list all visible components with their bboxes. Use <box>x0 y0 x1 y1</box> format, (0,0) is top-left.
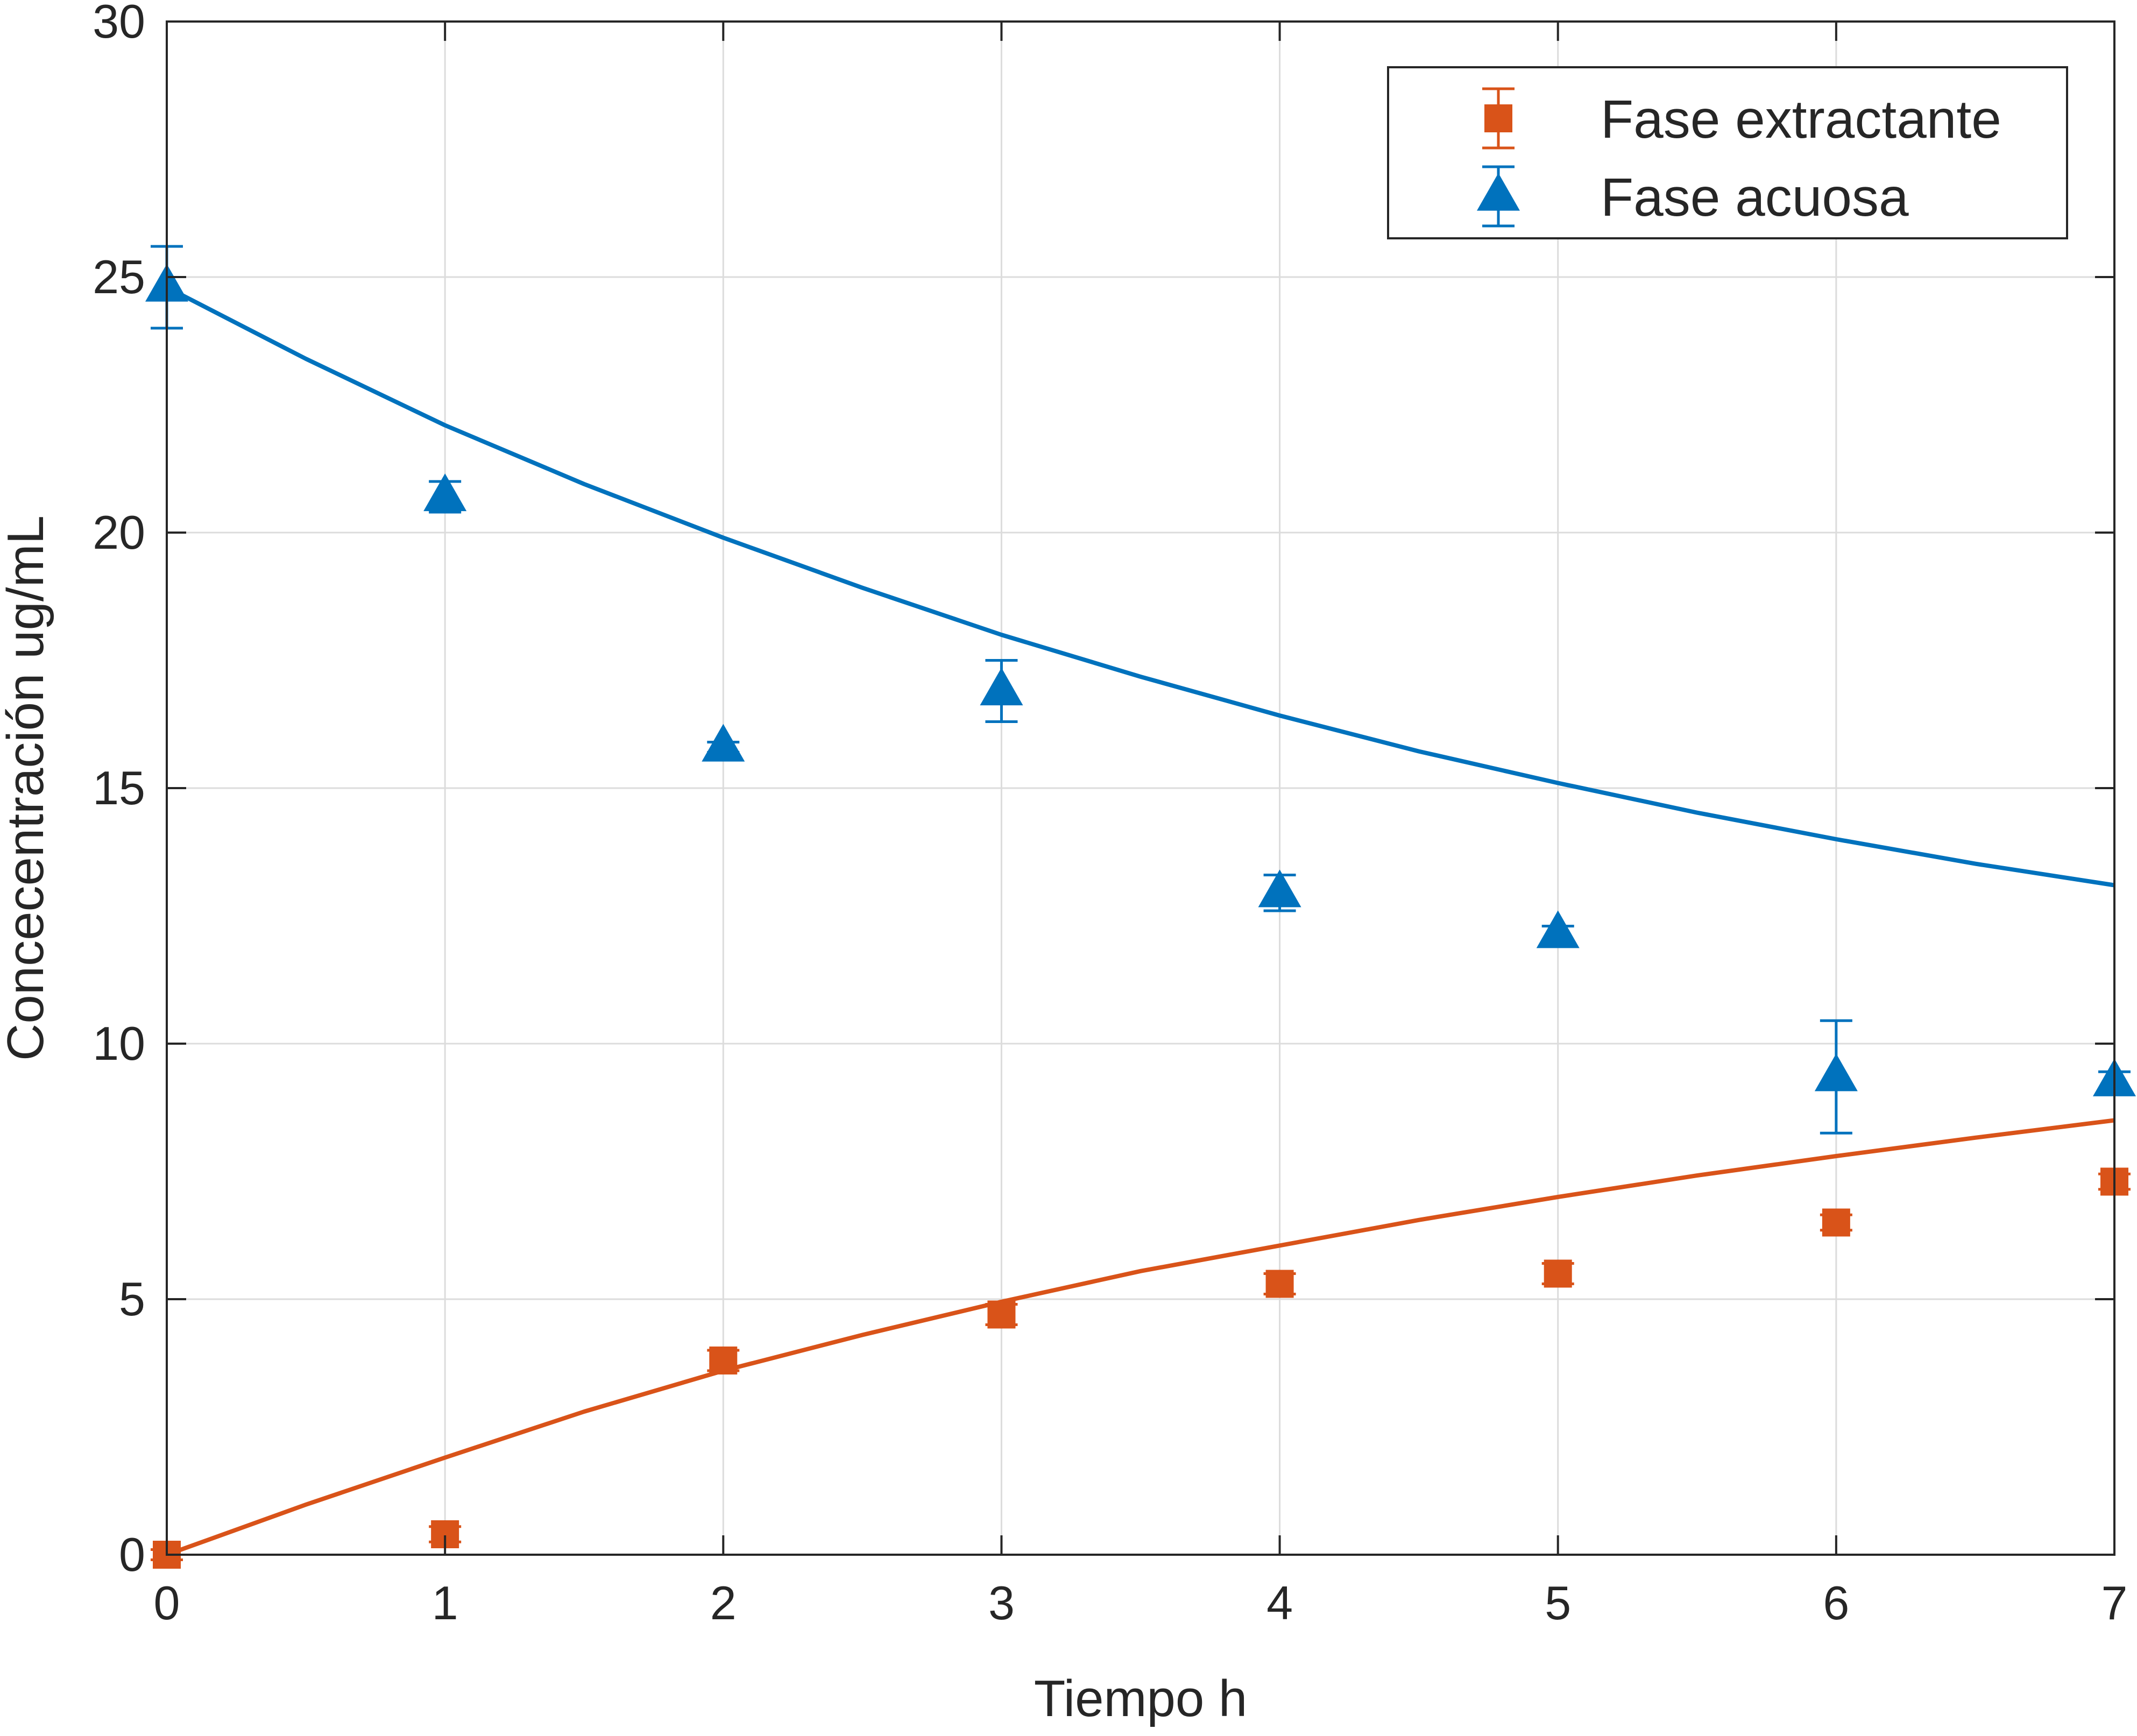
x-tick-label: 6 <box>1823 1576 1849 1629</box>
data-point-acuosa <box>980 668 1023 706</box>
data-point-extractante <box>1822 1208 1850 1237</box>
x-tick-label: 3 <box>988 1576 1015 1629</box>
legend: Fase extractante Fase acuosa <box>1387 66 2068 239</box>
fit-curves <box>166 285 2115 1557</box>
data-point-extractante <box>987 1300 1016 1329</box>
y-tick-label: 5 <box>119 1272 145 1326</box>
y-tick-label: 0 <box>119 1528 145 1581</box>
y-tick-label: 15 <box>93 761 145 814</box>
x-tick-label: 1 <box>432 1576 458 1629</box>
legend-label-extractante: Fase extractante <box>1601 89 2001 150</box>
y-tick-label: 25 <box>93 250 145 303</box>
y-tick-label: 10 <box>93 1017 145 1070</box>
x-tick-label: 7 <box>2101 1576 2128 1629</box>
y-tick-label: 30 <box>93 0 145 48</box>
fit-curve-acuosa <box>166 285 2115 888</box>
legend-swatches <box>1477 87 1520 228</box>
grid <box>167 22 2114 1555</box>
x-tick-label: 4 <box>1266 1576 1293 1629</box>
legend-label-acuosa: Fase acuosa <box>1601 167 1909 228</box>
ticks: 0 1 2 3 4 5 6 7 0 5 10 15 20 25 30 <box>93 0 2127 1629</box>
data-point-extractante <box>709 1347 738 1374</box>
data-point-acuosa <box>1814 1053 1858 1092</box>
data-point-acuosa <box>423 473 467 512</box>
data-markers <box>145 245 2136 1569</box>
data-point-extractante <box>1544 1259 1572 1288</box>
legend-marker-extractante <box>1484 104 1512 132</box>
data-point-acuosa <box>1258 869 1301 908</box>
data-point-extractante <box>1265 1270 1294 1298</box>
x-tick-label: 0 <box>154 1576 180 1629</box>
x-tick-label: 2 <box>710 1576 737 1629</box>
data-point-acuosa <box>702 724 745 762</box>
legend-marker-acuosa <box>1477 173 1520 211</box>
data-point-acuosa <box>1536 910 1580 948</box>
x-axis-title: Tiempo h <box>1034 1670 1248 1727</box>
y-tick-label: 20 <box>93 506 145 559</box>
x-tick-label: 5 <box>1545 1576 1571 1629</box>
y-axis-title: Concecentración ug/mL <box>0 515 54 1061</box>
fit-curve-extractante <box>166 1118 2115 1557</box>
